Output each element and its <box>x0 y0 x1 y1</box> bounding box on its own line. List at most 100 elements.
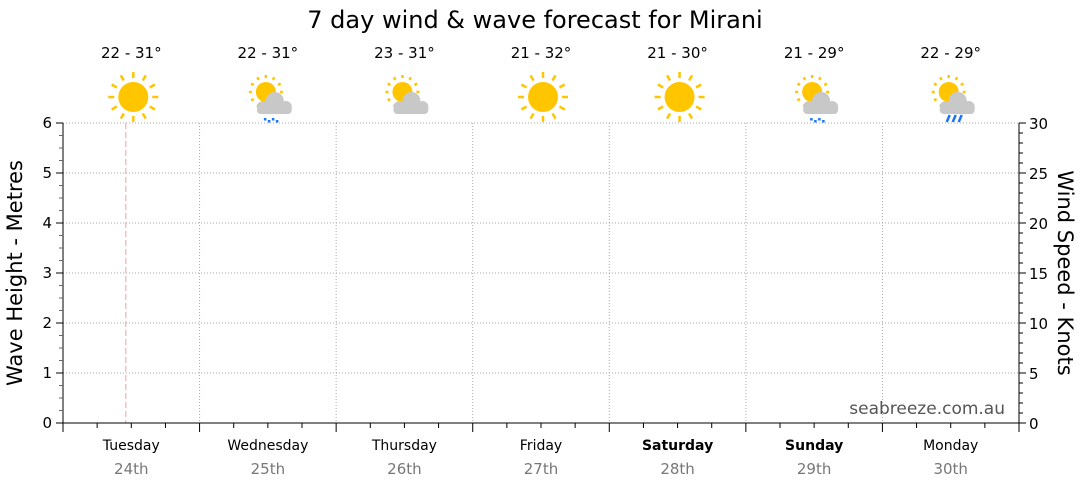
day-column: 22 - 29° Monday 30th <box>920 44 981 478</box>
day-name: Tuesday <box>102 438 160 454</box>
cloud-base <box>803 106 839 114</box>
y2-axis-label: Wind Speed - Knots <box>1053 170 1077 375</box>
day-date: 28th <box>660 460 694 478</box>
y2-tick-label: 10 <box>1029 315 1048 333</box>
y2-tick-label: 30 <box>1029 115 1048 133</box>
sun-ray <box>387 97 391 102</box>
drizzle-drop <box>271 118 275 121</box>
sun-ray <box>119 74 125 82</box>
cloud-base <box>256 106 292 114</box>
sun-ray <box>529 112 535 120</box>
sun-disc <box>118 82 149 112</box>
day-date: 25th <box>251 460 285 478</box>
sun-ray <box>119 112 125 120</box>
sun-ray <box>802 76 807 81</box>
sun-ray <box>796 82 801 87</box>
chart-title: 7 day wind & wave forecast for Mirani <box>307 6 762 34</box>
sun-ray <box>687 112 694 120</box>
y-axis-label: Wave Height - Metres <box>3 160 27 386</box>
day-column: 21 - 30° Saturday 28th <box>642 44 713 478</box>
y-tick-label: 6 <box>42 114 52 132</box>
sun-ray <box>387 82 391 87</box>
sun-ray <box>551 74 557 82</box>
sun-ray <box>687 74 694 82</box>
sun-ray <box>823 82 828 87</box>
day-date: 27th <box>524 460 558 478</box>
day-column: 23 - 31° Thursday 26th <box>371 44 437 478</box>
day-name: Sunday <box>785 438 843 454</box>
day-date: 29th <box>797 460 831 478</box>
day-column: 22 - 31° Wednesday 25th <box>227 44 308 478</box>
day-name: Saturday <box>642 438 713 454</box>
temperature-range: 22 - 31° <box>101 44 162 62</box>
temperature-range: 23 - 31° <box>374 44 435 62</box>
rain-streak <box>951 114 957 123</box>
sun-disc <box>528 82 558 112</box>
day-date: 24th <box>114 460 148 478</box>
temperature-range: 22 - 29° <box>920 44 981 62</box>
temperature-range: 21 - 29° <box>784 44 845 62</box>
drizzle-drop <box>822 120 825 123</box>
watermark: seabreeze.com.au <box>849 399 1005 419</box>
day-column: 22 - 31° Tuesday 24th <box>101 44 162 478</box>
sun-ray <box>111 105 118 111</box>
y2-tick-label: 5 <box>1029 365 1039 383</box>
drizzle-drop <box>814 120 817 123</box>
cloud-icon <box>256 92 292 114</box>
cloud-puff <box>402 92 421 110</box>
cloud-icon <box>939 92 975 114</box>
y-tick-label: 3 <box>42 264 52 282</box>
day-column: 21 - 29° Sunday 29th <box>784 44 845 478</box>
sun-ray <box>149 83 156 89</box>
sun-ray <box>256 76 260 81</box>
sun-ray <box>529 74 535 82</box>
sun-ray <box>960 82 965 87</box>
partly-cloudy-icon <box>385 75 429 114</box>
grid <box>63 122 1019 423</box>
sun-ray <box>250 97 255 102</box>
sun-ray <box>665 112 672 120</box>
sunny-icon <box>518 72 568 122</box>
day-columns: 22 - 31° Tuesday 24th 22 - 31° Wednesday 25th… <box>101 44 981 478</box>
sun-ray <box>657 105 664 111</box>
drizzle-drop <box>818 118 821 121</box>
drizzle-drop <box>810 118 813 121</box>
sun-disc <box>664 82 695 112</box>
cloud-base <box>393 106 429 114</box>
sun-ray <box>111 83 118 89</box>
sun-ray <box>520 105 528 111</box>
y-tick-label: 1 <box>42 364 52 382</box>
day-date: 26th <box>387 460 421 478</box>
sun-ray <box>408 76 413 81</box>
day-date: 30th <box>933 460 967 478</box>
sun-ray <box>149 105 156 111</box>
sun-ray <box>818 76 822 81</box>
rain-streak <box>957 114 963 123</box>
y-tick-label: 2 <box>42 314 52 332</box>
cloud-puff <box>948 92 967 110</box>
sun-ray <box>413 82 418 87</box>
y-tick-label: 5 <box>42 164 52 182</box>
sun-ray <box>520 83 528 89</box>
y2-tick-label: 15 <box>1029 265 1048 283</box>
drizzle-drop <box>275 120 279 123</box>
day-name: Monday <box>923 438 978 454</box>
temperature-range: 21 - 30° <box>647 44 708 62</box>
sun-ray <box>695 83 702 89</box>
sun-icon <box>654 72 705 122</box>
cloud-base <box>939 106 975 114</box>
sun-ray <box>695 105 702 111</box>
sun-ray <box>796 97 801 102</box>
sun-ray <box>277 82 282 87</box>
axes: 0 1 2 3 4 5 6 0 5 10 15 20 25 30 <box>42 114 1048 433</box>
sunny-icon <box>654 72 705 122</box>
sun-ray <box>933 97 938 102</box>
sunny-icon <box>108 72 159 122</box>
day-name: Thursday <box>371 438 437 454</box>
cloud-puff <box>812 92 831 110</box>
day-name: Wednesday <box>227 438 308 454</box>
sun-ray <box>250 82 255 87</box>
drizzle-drop <box>263 118 267 121</box>
temperature-range: 22 - 31° <box>238 44 299 62</box>
